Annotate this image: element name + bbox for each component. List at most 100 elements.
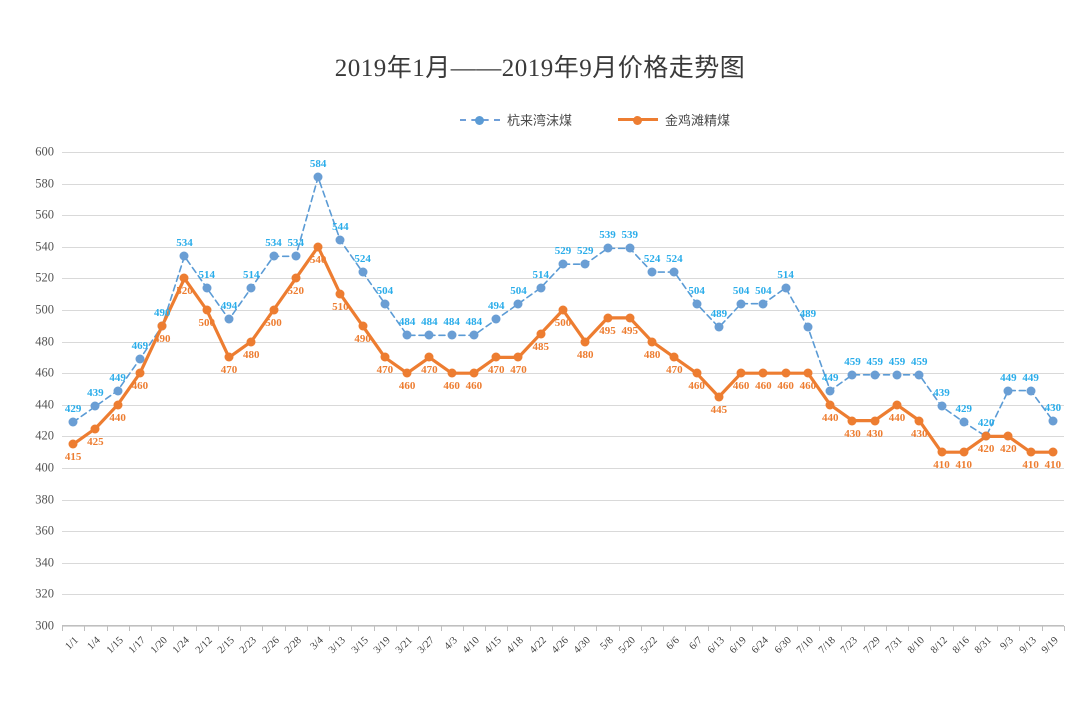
x-axis-tick-label: 8/10: [906, 635, 928, 656]
data-point[interactable]: [291, 273, 301, 283]
data-point[interactable]: [825, 386, 835, 396]
data-point[interactable]: [246, 283, 256, 293]
data-point[interactable]: [469, 368, 479, 378]
data-point[interactable]: [892, 400, 902, 410]
data-point[interactable]: [113, 386, 123, 396]
data-point[interactable]: [269, 251, 279, 261]
data-point[interactable]: [513, 299, 523, 309]
x-axis-tick-label: 1/20: [148, 635, 170, 656]
data-point[interactable]: [358, 267, 368, 277]
data-point[interactable]: [981, 431, 991, 441]
data-point[interactable]: [380, 352, 390, 362]
data-point[interactable]: [914, 370, 924, 380]
data-point[interactable]: [937, 447, 947, 457]
gridline: [62, 152, 1064, 153]
data-point[interactable]: [513, 352, 523, 362]
data-point[interactable]: [937, 401, 947, 411]
data-point[interactable]: [491, 314, 501, 324]
data-point[interactable]: [447, 368, 457, 378]
data-point[interactable]: [402, 330, 412, 340]
data-point[interactable]: [113, 400, 123, 410]
data-point[interactable]: [847, 370, 857, 380]
data-point[interactable]: [870, 416, 880, 426]
data-point[interactable]: [291, 251, 301, 261]
data-point[interactable]: [847, 416, 857, 426]
y-axis-tick-label: 420: [35, 428, 54, 443]
data-point[interactable]: [959, 417, 969, 427]
data-label: 470: [666, 364, 683, 377]
data-point[interactable]: [179, 273, 189, 283]
data-point[interactable]: [157, 321, 167, 331]
data-point[interactable]: [224, 352, 234, 362]
data-point[interactable]: [603, 313, 613, 323]
data-point[interactable]: [380, 299, 390, 309]
x-axis-tick-label: 6/7: [687, 635, 705, 653]
data-point[interactable]: [870, 370, 880, 380]
data-point[interactable]: [625, 243, 635, 253]
data-point[interactable]: [224, 314, 234, 324]
x-axis-tick: [128, 626, 130, 631]
data-point[interactable]: [536, 283, 546, 293]
data-point[interactable]: [68, 439, 78, 449]
data-point[interactable]: [647, 267, 657, 277]
data-point[interactable]: [179, 251, 189, 261]
data-point[interactable]: [335, 289, 345, 299]
data-point[interactable]: [558, 259, 568, 269]
data-point[interactable]: [424, 352, 434, 362]
data-point[interactable]: [202, 283, 212, 293]
data-point[interactable]: [580, 337, 590, 347]
legend-item-0[interactable]: 杭来湾沫煤: [459, 110, 572, 129]
legend-item-1[interactable]: 金鸡滩精煤: [618, 110, 730, 129]
data-point[interactable]: [580, 259, 590, 269]
data-point[interactable]: [758, 299, 768, 309]
data-point[interactable]: [692, 299, 702, 309]
data-point[interactable]: [625, 313, 635, 323]
data-point[interactable]: [1026, 386, 1036, 396]
data-point[interactable]: [892, 370, 902, 380]
data-point[interactable]: [491, 352, 501, 362]
data-point[interactable]: [202, 305, 212, 315]
data-point[interactable]: [1003, 386, 1013, 396]
data-point[interactable]: [781, 368, 791, 378]
data-point[interactable]: [90, 401, 100, 411]
data-label: 480: [577, 348, 594, 361]
data-point[interactable]: [736, 368, 746, 378]
data-point[interactable]: [1026, 447, 1036, 457]
data-point[interactable]: [335, 235, 345, 245]
data-point[interactable]: [135, 354, 145, 364]
data-point[interactable]: [803, 368, 813, 378]
data-point[interactable]: [269, 305, 279, 315]
data-point[interactable]: [402, 368, 412, 378]
data-point[interactable]: [469, 330, 479, 340]
data-point[interactable]: [781, 283, 791, 293]
data-point[interactable]: [959, 447, 969, 457]
x-axis-tick-label: 5/22: [638, 635, 660, 656]
data-point[interactable]: [714, 322, 724, 332]
data-point[interactable]: [447, 330, 457, 340]
data-point[interactable]: [669, 352, 679, 362]
data-point[interactable]: [68, 417, 78, 427]
data-label: 410: [933, 459, 950, 472]
data-point[interactable]: [692, 368, 702, 378]
data-point[interactable]: [914, 416, 924, 426]
data-point[interactable]: [647, 337, 657, 347]
data-point[interactable]: [736, 299, 746, 309]
data-point[interactable]: [1003, 431, 1013, 441]
data-point[interactable]: [358, 321, 368, 331]
data-point[interactable]: [135, 368, 145, 378]
data-point[interactable]: [603, 243, 613, 253]
data-point[interactable]: [246, 337, 256, 347]
data-point[interactable]: [669, 267, 679, 277]
data-point[interactable]: [313, 242, 323, 252]
data-point[interactable]: [1048, 416, 1058, 426]
data-point[interactable]: [1048, 447, 1058, 457]
data-point[interactable]: [825, 400, 835, 410]
data-point[interactable]: [313, 172, 323, 182]
data-point[interactable]: [803, 322, 813, 332]
data-point[interactable]: [558, 305, 568, 315]
data-point[interactable]: [758, 368, 768, 378]
data-point[interactable]: [714, 392, 724, 402]
data-point[interactable]: [90, 424, 100, 433]
data-point[interactable]: [424, 330, 434, 340]
data-point[interactable]: [536, 329, 546, 339]
